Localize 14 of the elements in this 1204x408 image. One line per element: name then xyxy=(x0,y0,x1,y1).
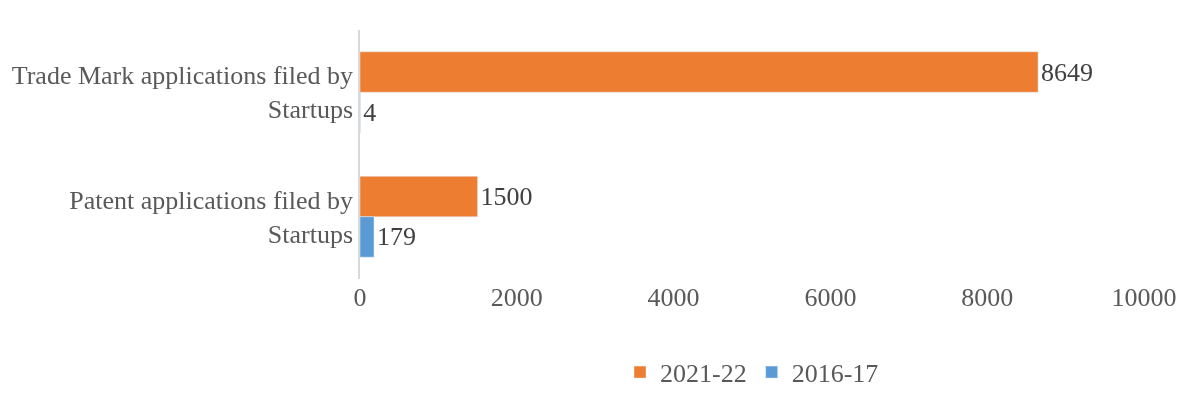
y-tick-label: Patent applications filed by Startups xyxy=(69,185,354,249)
x-tick-label: 4000 xyxy=(647,283,700,312)
x-tick-label: 2000 xyxy=(490,283,543,312)
legend-label: 2021-22 xyxy=(660,359,747,389)
legend-label: 2016-17 xyxy=(791,359,879,389)
y-tick-label: Trade Mark applications filed by Startups xyxy=(11,61,354,125)
data-label: 4 xyxy=(363,97,377,127)
data-label: 8649 xyxy=(1041,57,1094,87)
data-label: 1500 xyxy=(480,182,533,212)
data-label: 179 xyxy=(377,222,417,252)
x-tick-label: 0 xyxy=(353,283,367,312)
x-tick-label: 10000 xyxy=(1111,283,1177,312)
x-tick-label: 6000 xyxy=(804,283,857,312)
x-tick-label: 8000 xyxy=(961,283,1014,312)
